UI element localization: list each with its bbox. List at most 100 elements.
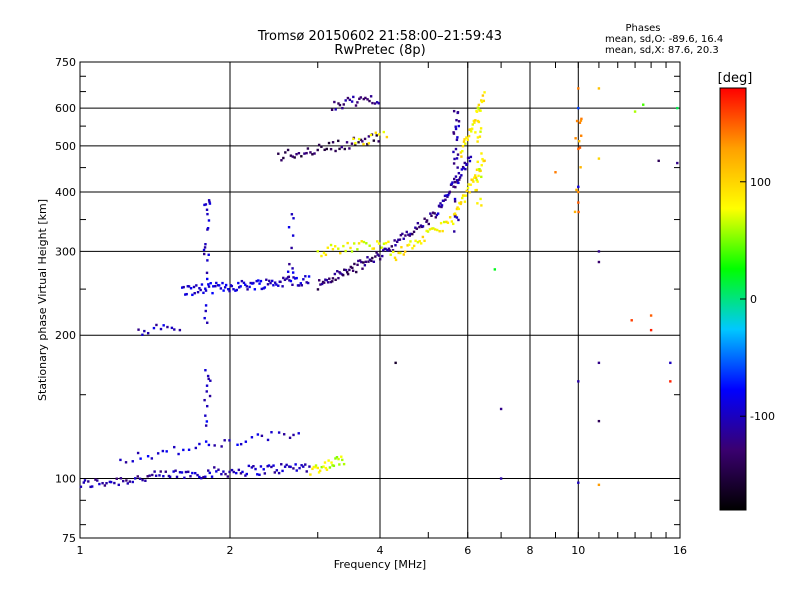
data-point <box>205 271 209 275</box>
data-point <box>344 99 347 102</box>
data-point <box>318 469 322 472</box>
data-point <box>440 205 443 209</box>
data-point <box>294 463 297 466</box>
data-point <box>366 98 369 101</box>
data-point <box>280 463 283 466</box>
data-point <box>199 288 202 292</box>
data-point <box>292 467 295 470</box>
data-point <box>206 226 210 230</box>
data-point <box>189 287 193 290</box>
data-point <box>203 252 206 256</box>
data-point <box>574 137 577 140</box>
data-point <box>362 143 365 146</box>
data-point <box>203 246 207 249</box>
data-point <box>279 280 282 284</box>
data-point <box>575 119 579 123</box>
data-point <box>479 109 482 112</box>
data-point <box>298 466 301 470</box>
data-point <box>453 180 457 184</box>
data-point <box>151 473 154 477</box>
data-point <box>235 471 238 475</box>
data-point <box>203 316 206 320</box>
data-point <box>476 168 480 171</box>
data-point <box>175 475 179 479</box>
data-point <box>397 238 400 242</box>
data-point <box>401 232 404 236</box>
data-point <box>474 174 477 177</box>
data-point <box>206 259 209 262</box>
data-point <box>350 100 354 103</box>
data-point <box>146 475 149 478</box>
data-point <box>291 234 295 237</box>
y-tick-label: 500 <box>55 140 76 153</box>
data-point <box>215 281 218 285</box>
data-point <box>352 95 355 99</box>
data-point <box>481 94 485 97</box>
data-point <box>206 321 209 324</box>
data-point <box>302 465 305 468</box>
data-point <box>291 271 295 274</box>
data-point <box>245 472 248 476</box>
data-point <box>400 246 403 249</box>
data-point <box>305 470 308 473</box>
data-point <box>394 244 397 247</box>
data-point <box>254 467 257 471</box>
data-point <box>155 323 158 327</box>
data-point <box>370 259 373 263</box>
data-point <box>266 438 270 442</box>
data-point <box>316 288 320 291</box>
data-point <box>357 137 361 141</box>
data-point <box>194 471 197 475</box>
data-point <box>458 178 461 181</box>
data-point <box>302 278 305 281</box>
y-tick-label: 400 <box>55 186 76 199</box>
data-point <box>578 140 581 143</box>
data-point <box>125 479 128 482</box>
data-point <box>382 249 385 252</box>
data-point <box>167 474 171 478</box>
y-tick-label: 750 <box>55 56 76 69</box>
data-point <box>597 361 601 365</box>
data-point <box>377 133 381 136</box>
data-point <box>277 284 280 287</box>
x-tick-label: 6 <box>464 544 471 557</box>
data-point <box>456 111 459 115</box>
data-point <box>204 424 208 427</box>
data-point <box>377 254 381 257</box>
data-point <box>178 328 182 332</box>
data-point <box>281 469 284 473</box>
data-point <box>184 293 187 296</box>
data-point <box>580 117 583 121</box>
data-point <box>305 151 308 155</box>
data-point <box>399 233 403 237</box>
data-point <box>206 374 210 378</box>
data-point <box>359 96 363 99</box>
data-point <box>443 194 447 198</box>
data-point <box>445 220 448 224</box>
data-point <box>208 202 212 205</box>
data-point <box>292 276 295 279</box>
data-point <box>397 251 400 255</box>
data-point <box>458 176 462 179</box>
data-point <box>439 221 443 225</box>
data-point <box>435 213 439 217</box>
data-point <box>256 433 260 436</box>
data-point <box>244 440 248 443</box>
data-point <box>454 147 458 151</box>
data-point <box>266 283 270 286</box>
data-point <box>291 267 294 270</box>
data-point <box>479 127 483 130</box>
data-point <box>205 208 209 211</box>
data-point <box>376 253 379 256</box>
data-point <box>372 260 376 263</box>
data-point <box>272 464 275 467</box>
data-point <box>438 205 441 208</box>
data-point <box>162 324 165 327</box>
data-point <box>575 188 578 192</box>
y-axis-label: Stationary phase Virtual Height [km] <box>36 199 49 401</box>
data-point <box>436 228 439 232</box>
data-point <box>452 185 455 188</box>
data-point <box>327 459 330 462</box>
data-point <box>156 452 160 455</box>
data-point <box>322 281 326 284</box>
